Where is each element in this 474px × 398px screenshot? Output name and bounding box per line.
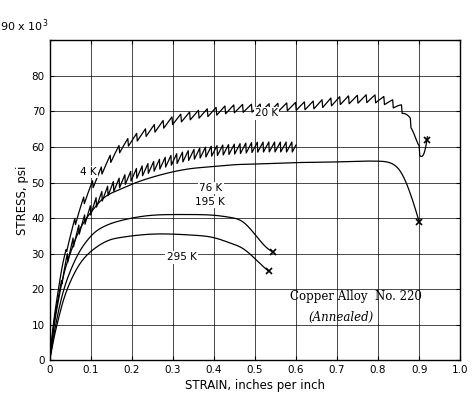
Text: 20 K: 20 K bbox=[255, 108, 278, 118]
Text: 4 K: 4 K bbox=[81, 167, 97, 177]
X-axis label: STRAIN, inches per inch: STRAIN, inches per inch bbox=[185, 379, 325, 392]
Text: 90 x 10$^3$: 90 x 10$^3$ bbox=[0, 17, 49, 34]
Y-axis label: STRESS, psi: STRESS, psi bbox=[16, 166, 29, 235]
Text: (Annealed): (Annealed) bbox=[308, 311, 374, 324]
Text: 76 K: 76 K bbox=[200, 183, 223, 193]
Text: 295 K: 295 K bbox=[167, 252, 197, 262]
Text: Copper Alloy  No. 220: Copper Alloy No. 220 bbox=[290, 290, 422, 303]
Text: 195 K: 195 K bbox=[195, 197, 225, 207]
